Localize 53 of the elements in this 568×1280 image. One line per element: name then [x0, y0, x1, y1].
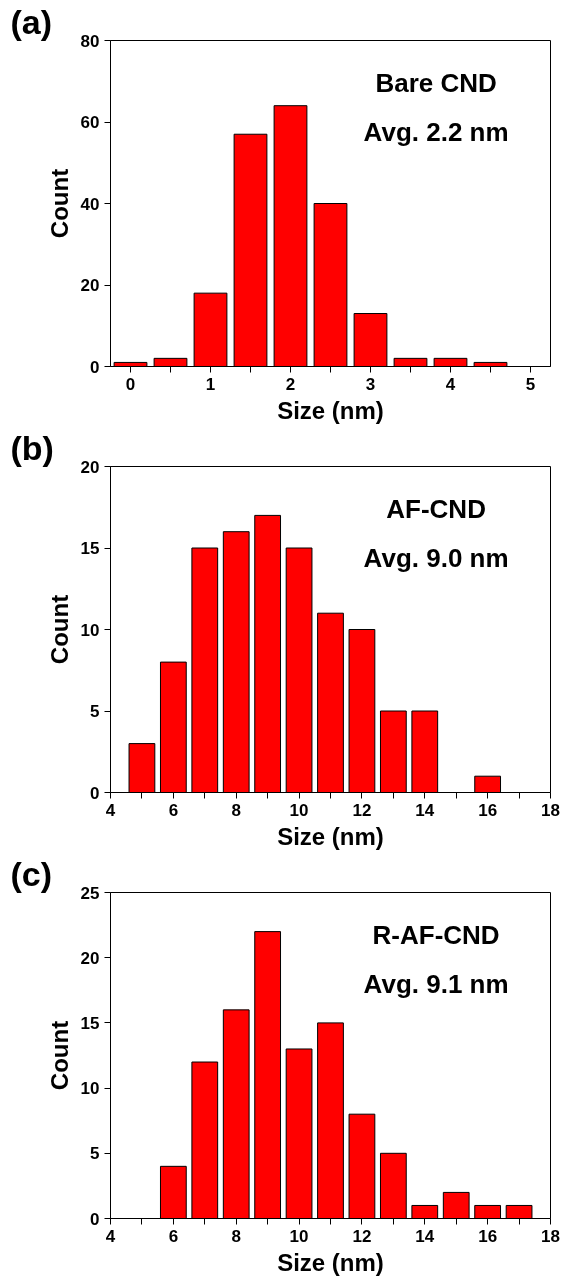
y-axis-title: Count — [45, 594, 73, 665]
x-tick-label: 6 — [168, 800, 179, 820]
y-tick-label: 0 — [90, 357, 100, 377]
y-tick-label: 20 — [80, 948, 100, 968]
x-tick-label: 2 — [285, 374, 296, 394]
x-tick-label: 4 — [105, 1226, 116, 1246]
y-tick-label: 15 — [80, 539, 100, 558]
x-tick-label: 8 — [231, 800, 241, 820]
x-tick-label: 1 — [205, 374, 216, 394]
y-tick-label: 60 — [80, 113, 100, 132]
x-tick-label: 16 — [478, 800, 498, 820]
x-tick-label: 4 — [445, 374, 456, 394]
y-tick-label: 10 — [80, 620, 100, 640]
y-tick-label: 80 — [80, 31, 100, 51]
annotation: Avg. 2.2 nm — [363, 116, 509, 147]
x-tick-label: 16 — [478, 1226, 498, 1246]
y-tick-label: 25 — [80, 883, 100, 903]
chart-title: (a) — [10, 2, 53, 41]
y-tick-label: 5 — [90, 1144, 100, 1164]
y-tick-label: 40 — [80, 194, 100, 214]
x-tick-label: 18 — [541, 1226, 560, 1246]
annotation: Avg. 9.1 nm — [363, 968, 509, 999]
y-axis-title: Count — [45, 168, 73, 239]
y-tick-label: 0 — [90, 1209, 100, 1229]
x-tick-label: 14 — [415, 800, 435, 820]
y-tick-label: 0 — [90, 783, 100, 803]
x-tick-label: 3 — [365, 374, 376, 394]
y-tick-label: 5 — [90, 702, 100, 721]
annotation: Bare CND — [375, 67, 497, 98]
x-tick-label: 14 — [415, 1226, 435, 1246]
x-axis-title: Size (nm) — [277, 396, 384, 424]
x-axis-title: Size (nm) — [277, 1248, 384, 1276]
x-tick-label: 4 — [105, 800, 116, 820]
x-axis-title: Size (nm) — [277, 822, 384, 850]
x-tick-label: 10 — [289, 800, 309, 820]
x-tick-label: 10 — [289, 1226, 309, 1246]
y-tick-label: 20 — [80, 457, 100, 477]
y-tick-label: 15 — [80, 1013, 100, 1033]
chart-title: (b) — [10, 428, 54, 467]
annotation: AF-CND — [386, 493, 486, 524]
annotation: R-AF-CND — [372, 919, 500, 950]
x-tick-label: 12 — [352, 1226, 372, 1246]
x-tick-label: 18 — [541, 800, 560, 820]
y-tick-label: 20 — [80, 276, 100, 295]
annotation: Avg. 9.0 nm — [363, 542, 509, 573]
chart-title: (c) — [10, 854, 53, 893]
x-tick-label: 5 — [525, 374, 536, 394]
y-tick-label: 10 — [80, 1079, 100, 1099]
x-tick-label: 12 — [352, 800, 372, 820]
x-tick-label: 8 — [231, 1226, 241, 1246]
y-axis-title: Count — [45, 1020, 73, 1091]
x-tick-label: 0 — [125, 374, 136, 394]
x-tick-label: 6 — [168, 1226, 179, 1246]
